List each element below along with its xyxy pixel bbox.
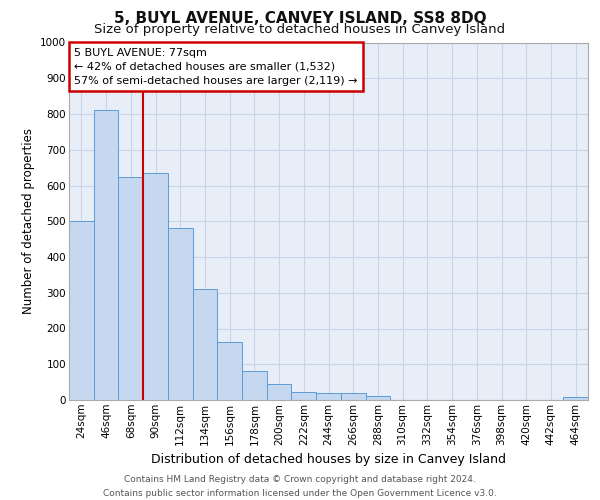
Bar bbox=[217, 342, 242, 400]
Bar bbox=[341, 393, 365, 400]
Text: 5 BUYL AVENUE: 77sqm
← 42% of detached houses are smaller (1,532)
57% of semi-de: 5 BUYL AVENUE: 77sqm ← 42% of detached h… bbox=[74, 48, 358, 86]
Bar bbox=[267, 384, 292, 400]
Bar bbox=[563, 397, 588, 400]
Bar bbox=[69, 221, 94, 400]
X-axis label: Distribution of detached houses by size in Canvey Island: Distribution of detached houses by size … bbox=[151, 453, 506, 466]
Bar bbox=[168, 228, 193, 400]
Bar bbox=[365, 396, 390, 400]
Text: 5, BUYL AVENUE, CANVEY ISLAND, SS8 8DQ: 5, BUYL AVENUE, CANVEY ISLAND, SS8 8DQ bbox=[113, 11, 487, 26]
Text: Size of property relative to detached houses in Canvey Island: Size of property relative to detached ho… bbox=[94, 22, 506, 36]
Bar bbox=[316, 393, 341, 400]
Bar bbox=[193, 289, 217, 400]
Bar bbox=[143, 173, 168, 400]
Y-axis label: Number of detached properties: Number of detached properties bbox=[22, 128, 35, 314]
Bar bbox=[242, 372, 267, 400]
Bar bbox=[94, 110, 118, 400]
Text: Contains HM Land Registry data © Crown copyright and database right 2024.
Contai: Contains HM Land Registry data © Crown c… bbox=[103, 476, 497, 498]
Bar bbox=[118, 176, 143, 400]
Bar bbox=[292, 392, 316, 400]
